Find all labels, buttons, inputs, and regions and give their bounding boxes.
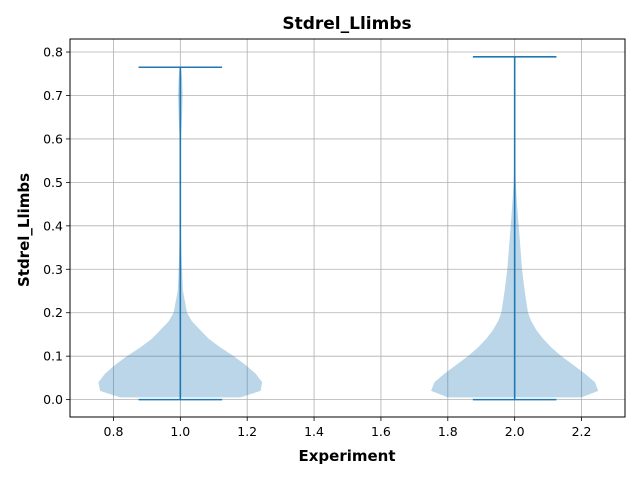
x-tick-label: 1.4 [304,424,324,439]
y-tick-label: 0.8 [43,45,63,60]
grid [70,39,625,417]
x-axis-label: Experiment [298,447,395,465]
y-tick-label: 0.4 [43,218,63,233]
x-tick-label: 2.0 [505,424,525,439]
plot-frame [69,38,626,418]
x-tick-label: 1.0 [170,424,190,439]
ticks: 0.8 1.0 1.2 1.4 1.6 1.8 2.0 2.2 0.0 0.1 0.2 0.3 0.4 0… [43,45,591,439]
x-tick-label: 0.8 [104,424,124,439]
y-tick-label: 0.2 [43,305,63,320]
y-tick-label: 0.1 [43,349,63,364]
x-tick-label: 1.2 [237,424,257,439]
y-tick-label: 0.6 [43,131,63,146]
y-tick-label: 0.7 [43,88,63,103]
x-tick-label: 1.8 [438,424,458,439]
violins [98,56,599,401]
x-tick-label: 2.2 [572,424,592,439]
y-tick-label: 0.3 [43,262,63,277]
chart-title: Stdrel_Llimbs [282,14,411,34]
y-tick-label: 0.5 [43,175,63,190]
x-tick-label: 1.6 [371,424,391,439]
y-tick-label: 0.0 [43,392,63,407]
y-axis-label: Stdrel_Llimbs [15,173,33,287]
